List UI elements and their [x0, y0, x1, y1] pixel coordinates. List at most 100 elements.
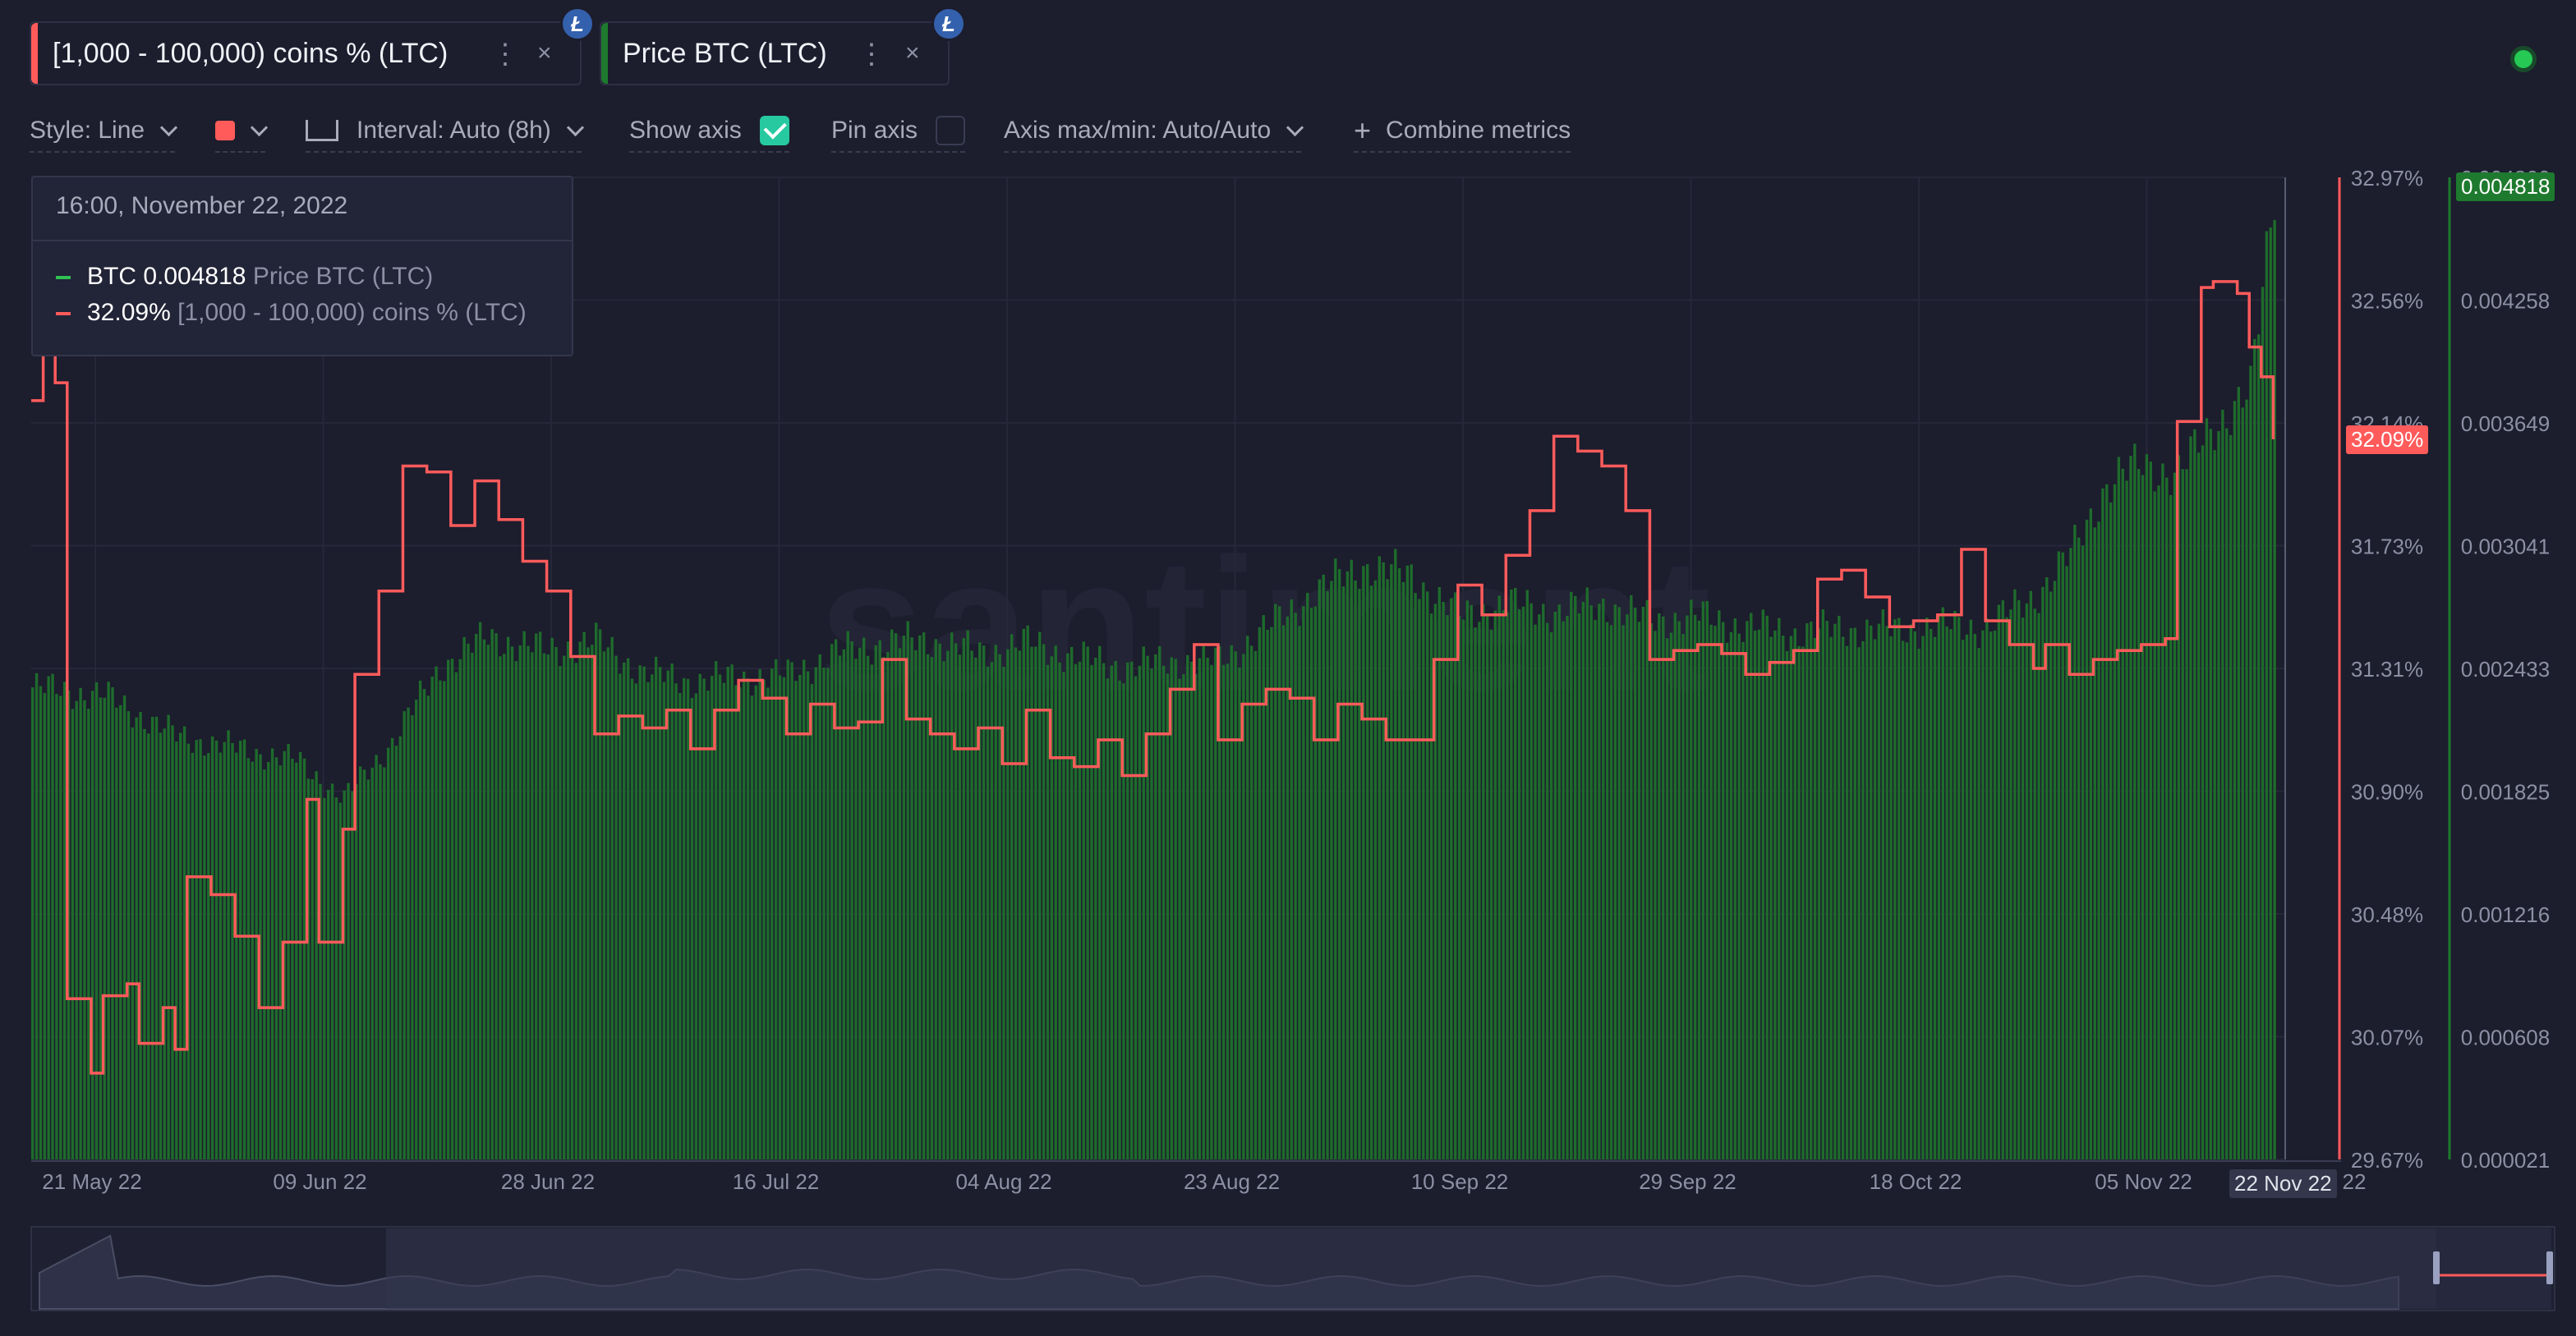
price-bar [1949, 629, 1953, 1159]
price-bar [1114, 661, 1117, 1159]
price-bar [1789, 636, 1793, 1159]
price-bar [1334, 558, 1337, 1159]
price-bar [1489, 629, 1493, 1159]
y-right-tick-label: 0.003041 [2461, 535, 2550, 559]
price-bar [886, 651, 890, 1159]
price-bar [1118, 680, 1121, 1159]
price-bar [1673, 613, 1677, 1159]
show-axis-toggle[interactable]: Show axis [629, 110, 789, 153]
price-bar [1162, 665, 1166, 1159]
price-bar [1641, 606, 1645, 1159]
price-bar [846, 631, 849, 1159]
price-bar [327, 789, 330, 1159]
price-bar [1514, 587, 1517, 1159]
price-bar [302, 758, 306, 1159]
timeline-navigator[interactable] [30, 1226, 2555, 1311]
price-bar [411, 715, 414, 1159]
price-bar [1913, 631, 1916, 1159]
price-bar [1058, 662, 1061, 1159]
price-bar [2033, 608, 2036, 1159]
price-bar [246, 758, 251, 1159]
combine-metrics-button[interactable]: + Combine metrics [1354, 110, 1571, 153]
price-bar [1598, 604, 1601, 1159]
interval-label: Interval: Auto (8h) [356, 117, 551, 144]
price-bar [750, 696, 754, 1159]
price-bar [626, 658, 630, 1159]
price-bar [2049, 591, 2053, 1159]
price-bar [1630, 595, 1633, 1159]
price-bar [1006, 649, 1010, 1159]
interval-dropdown[interactable]: Interval: Auto (8h) [306, 110, 584, 153]
price-bar [678, 692, 682, 1159]
x-tick-label: 16 Jul 22 [733, 1169, 820, 1194]
price-bar [2057, 551, 2061, 1159]
price-bar [191, 752, 195, 1159]
more-options-icon[interactable]: ⋮ [491, 39, 519, 70]
price-bar [1390, 564, 1393, 1159]
price-bar [1577, 613, 1581, 1159]
price-bar [582, 631, 586, 1159]
y-left-tick-label: 31.31% [2351, 657, 2423, 682]
price-bar [415, 699, 418, 1159]
style-dropdown[interactable]: Style: Line [30, 110, 178, 153]
show-axis-checkbox[interactable] [759, 116, 789, 145]
price-bar [471, 652, 474, 1159]
price-bar [1705, 600, 1709, 1159]
price-bar [1457, 616, 1461, 1159]
price-bar [1553, 611, 1557, 1159]
price-bar [2145, 454, 2149, 1159]
price-bar [2181, 469, 2184, 1159]
price-bar [1530, 603, 1533, 1159]
more-options-icon[interactable]: ⋮ [858, 39, 886, 70]
price-bar [159, 732, 163, 1159]
color-picker[interactable] [215, 110, 269, 153]
price-bar [503, 654, 506, 1159]
price-bar [278, 765, 283, 1159]
price-bar [1142, 646, 1145, 1159]
price-bar [794, 681, 798, 1159]
price-bar [291, 758, 294, 1159]
price-bar [1917, 649, 1920, 1159]
price-bar [2261, 287, 2265, 1160]
price-bar [1054, 645, 1057, 1159]
price-bar [1585, 587, 1589, 1159]
close-icon[interactable]: × [905, 39, 920, 67]
axis-maxmin-label: Axis max/min: Auto/Auto [1004, 117, 1272, 144]
pin-axis-toggle[interactable]: Pin axis [831, 110, 966, 153]
price-bar [994, 645, 997, 1159]
price-bar [1134, 676, 1138, 1159]
price-bar [1905, 642, 1909, 1159]
price-bar [646, 682, 650, 1159]
price-bar [1254, 650, 1258, 1159]
tooltip-date: 16:00, November 22, 2022 [56, 192, 348, 219]
metric-tab-label: [1,000 - 100,000) coins % (LTC) [53, 37, 448, 69]
price-bar [934, 639, 937, 1159]
price-bar [182, 726, 186, 1159]
price-bar [666, 670, 669, 1159]
price-bar [722, 682, 726, 1159]
metric-tab-holders[interactable]: [1,000 - 100,000) coins % (LTC) ⋮ × [30, 21, 582, 85]
price-bar [334, 797, 338, 1159]
price-bar [1382, 562, 1385, 1159]
price-bar [1405, 565, 1410, 1159]
price-bar [866, 655, 870, 1159]
price-bar [810, 683, 814, 1159]
close-icon[interactable]: × [537, 39, 552, 67]
price-bar [2013, 589, 2017, 1159]
price-bar [550, 637, 554, 1159]
metric-tab-price[interactable]: Price BTC (LTC) ⋮ × [600, 21, 950, 85]
price-bar [2081, 545, 2085, 1159]
price-bar [1981, 630, 1985, 1159]
pin-axis-checkbox[interactable] [936, 116, 966, 145]
price-bar [874, 645, 877, 1159]
price-bar [1797, 645, 1801, 1159]
price-bar [1365, 564, 1369, 1159]
price-bar [595, 622, 598, 1159]
price-bar [1154, 654, 1157, 1159]
price-bar [310, 778, 314, 1159]
axis-maxmin-dropdown[interactable]: Axis max/min: Auto/Auto [1004, 110, 1304, 153]
price-bar [1898, 617, 1901, 1159]
price-bar [826, 668, 830, 1159]
price-bar [2196, 452, 2201, 1159]
